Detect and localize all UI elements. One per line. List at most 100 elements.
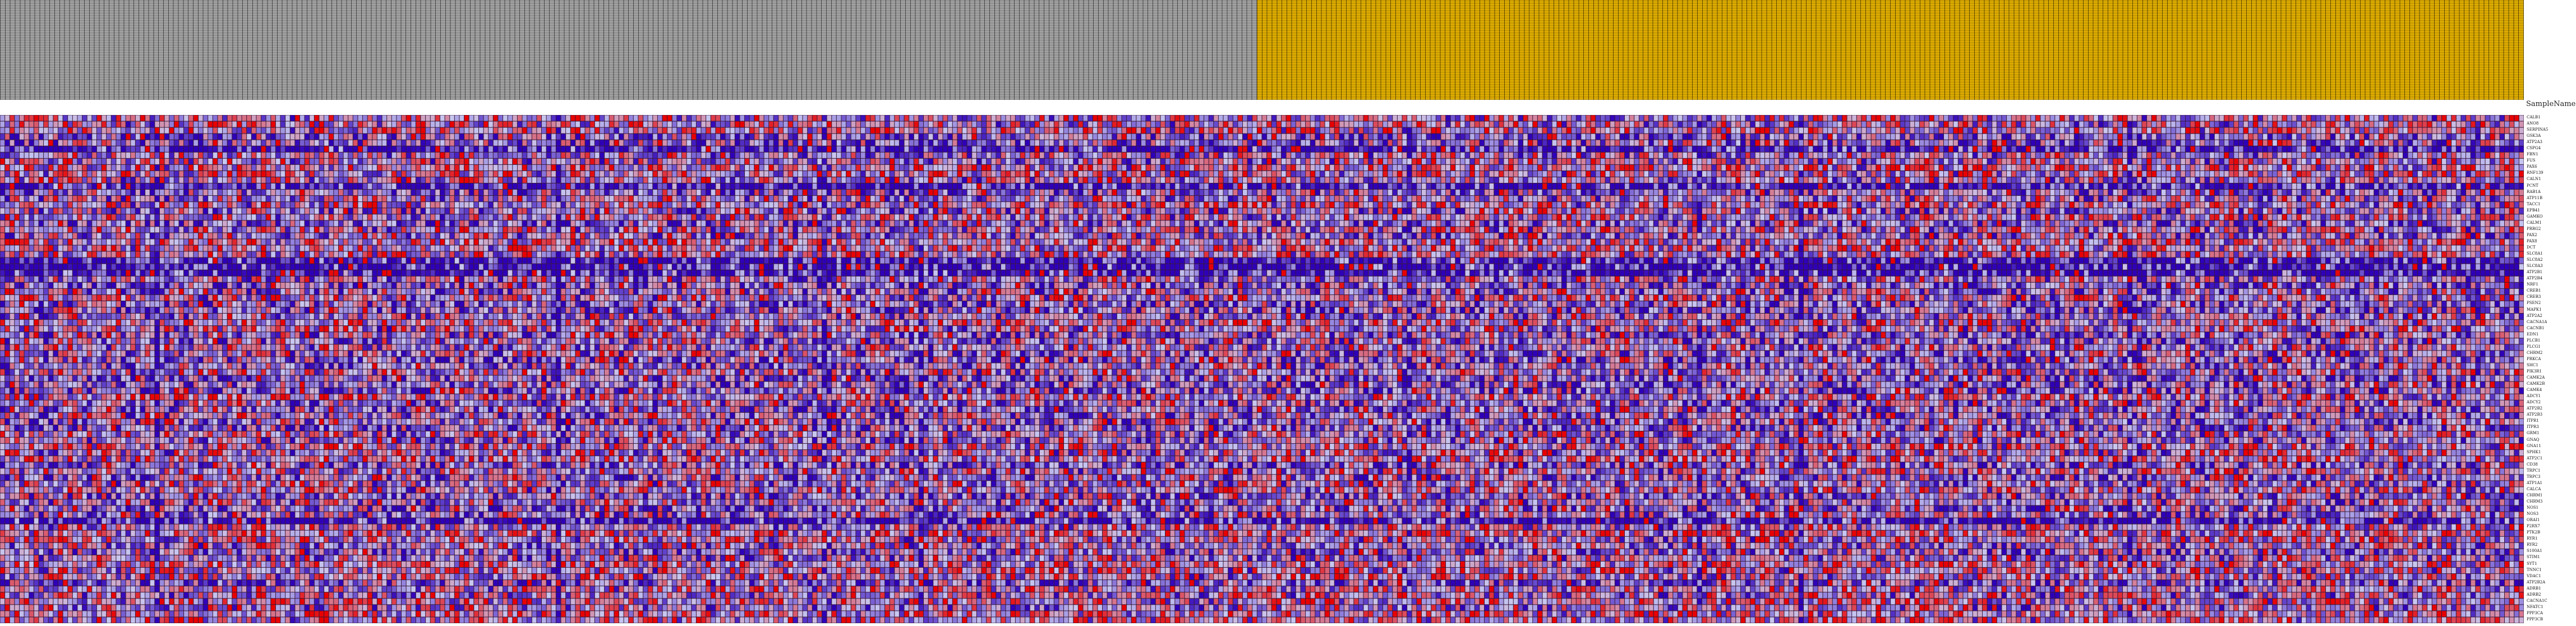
heatmap-cell xyxy=(841,164,846,171)
heatmap-cell xyxy=(2446,152,2451,158)
heatmap-cell xyxy=(1257,152,1262,158)
heatmap-cell xyxy=(662,140,667,146)
heatmap-cell xyxy=(63,134,68,140)
heatmap-cell xyxy=(682,127,686,134)
heatmap-cell xyxy=(1223,171,1228,177)
heatmap-cell xyxy=(2476,140,2480,146)
heatmap-cell xyxy=(1383,164,1388,171)
heatmap-cell xyxy=(672,121,677,127)
heatmap-cell xyxy=(421,152,426,158)
heatmap-cell xyxy=(2045,158,2050,164)
heatmap-cell xyxy=(600,152,605,158)
heatmap-cell xyxy=(2002,121,2007,127)
heatmap-cell xyxy=(1320,158,1325,164)
heatmap-cell xyxy=(667,158,672,164)
heatmap-cell xyxy=(1035,171,1039,177)
heatmap-cell xyxy=(1673,146,1678,152)
heatmap-cell xyxy=(1509,140,1513,146)
heatmap-cell xyxy=(885,164,890,171)
heatmap-cell xyxy=(2422,152,2427,158)
heatmap-cell xyxy=(928,146,933,152)
heatmap-cell xyxy=(1523,152,1528,158)
heatmap-cell xyxy=(686,121,692,127)
heatmap-cell xyxy=(1030,158,1035,164)
heatmap-cell xyxy=(1441,127,1446,134)
heatmap-cell xyxy=(1871,140,1876,146)
heatmap-cell xyxy=(2301,164,2306,171)
heatmap-cell xyxy=(1620,115,1625,121)
heatmap-cell xyxy=(904,134,909,140)
heatmap-cell xyxy=(2098,158,2103,164)
heatmap-cell xyxy=(1978,158,1982,164)
heatmap-cell xyxy=(1683,146,1688,152)
heatmap-cell xyxy=(1446,134,1450,140)
heatmap-cell xyxy=(1373,115,1378,121)
heatmap-cell xyxy=(2389,146,2393,152)
heatmap-cell xyxy=(1068,115,1073,121)
heatmap-cell xyxy=(96,171,102,177)
heatmap-cell xyxy=(1804,158,1808,164)
heatmap-cell xyxy=(2113,121,2118,127)
heatmap-cell xyxy=(1968,146,1973,152)
heatmap-cell xyxy=(2461,164,2466,171)
heatmap-cell xyxy=(532,140,537,146)
heatmap-cell xyxy=(2248,121,2253,127)
heatmap-cell xyxy=(1847,121,1852,127)
heatmap-cell xyxy=(527,164,532,171)
heatmap-cell xyxy=(1528,115,1533,121)
heatmap-cell xyxy=(2103,115,2108,121)
heatmap-cell xyxy=(987,171,991,177)
heatmap-cell xyxy=(261,158,266,164)
heatmap-cell xyxy=(111,164,116,171)
heatmap-cell xyxy=(140,140,145,146)
heatmap-cell xyxy=(2292,127,2297,134)
heatmap-cell xyxy=(532,152,537,158)
heatmap-cell xyxy=(343,171,348,177)
heatmap-cell xyxy=(1073,134,1078,140)
heatmap-cell xyxy=(957,171,962,177)
heatmap-cell xyxy=(107,127,111,134)
heatmap-cell xyxy=(96,134,102,140)
heatmap-cell xyxy=(1368,158,1373,164)
heatmap-cell xyxy=(1117,152,1122,158)
heatmap-cell xyxy=(2273,127,2277,134)
heatmap-cell xyxy=(2040,115,2045,121)
heatmap-cell xyxy=(701,121,706,127)
heatmap-cell xyxy=(1726,121,1731,127)
heatmap-cell xyxy=(1953,134,1958,140)
heatmap-cell xyxy=(92,140,96,146)
heatmap-cell xyxy=(919,146,924,152)
heatmap-cell xyxy=(2234,134,2238,140)
heatmap-cell xyxy=(542,152,546,158)
heatmap-cell xyxy=(1939,121,1944,127)
heatmap-cell xyxy=(1779,115,1784,121)
heatmap-cell xyxy=(242,171,247,177)
heatmap-cell xyxy=(976,115,981,121)
heatmap-cell xyxy=(280,146,285,152)
heatmap-cell xyxy=(2480,134,2485,140)
heatmap-cell xyxy=(1262,164,1267,171)
heatmap-cell xyxy=(1286,158,1291,164)
heatmap-cell xyxy=(367,121,372,127)
heatmap-cell xyxy=(1668,121,1673,127)
heatmap-cell xyxy=(1001,146,1006,152)
heatmap-cell xyxy=(1615,164,1620,171)
heatmap-cell xyxy=(764,171,769,177)
heatmap-cell xyxy=(1576,127,1581,134)
heatmap-cell xyxy=(1117,115,1122,121)
heatmap-cell xyxy=(725,171,730,177)
heatmap-cell xyxy=(1393,140,1397,146)
heatmap-cell xyxy=(48,164,53,171)
heatmap-cell xyxy=(1480,152,1485,158)
heatmap-cell xyxy=(532,158,537,164)
heatmap-cell xyxy=(2292,158,2297,164)
heatmap-cell xyxy=(1537,121,1542,127)
heatmap-cell xyxy=(1557,115,1561,121)
heatmap-cell xyxy=(2340,140,2345,146)
heatmap-cell xyxy=(19,158,24,164)
heatmap-cell xyxy=(435,158,440,164)
heatmap-cell xyxy=(1039,158,1044,164)
heatmap-cell xyxy=(1881,152,1886,158)
heatmap-cell xyxy=(2273,140,2277,146)
heatmap-cell xyxy=(1499,140,1504,146)
